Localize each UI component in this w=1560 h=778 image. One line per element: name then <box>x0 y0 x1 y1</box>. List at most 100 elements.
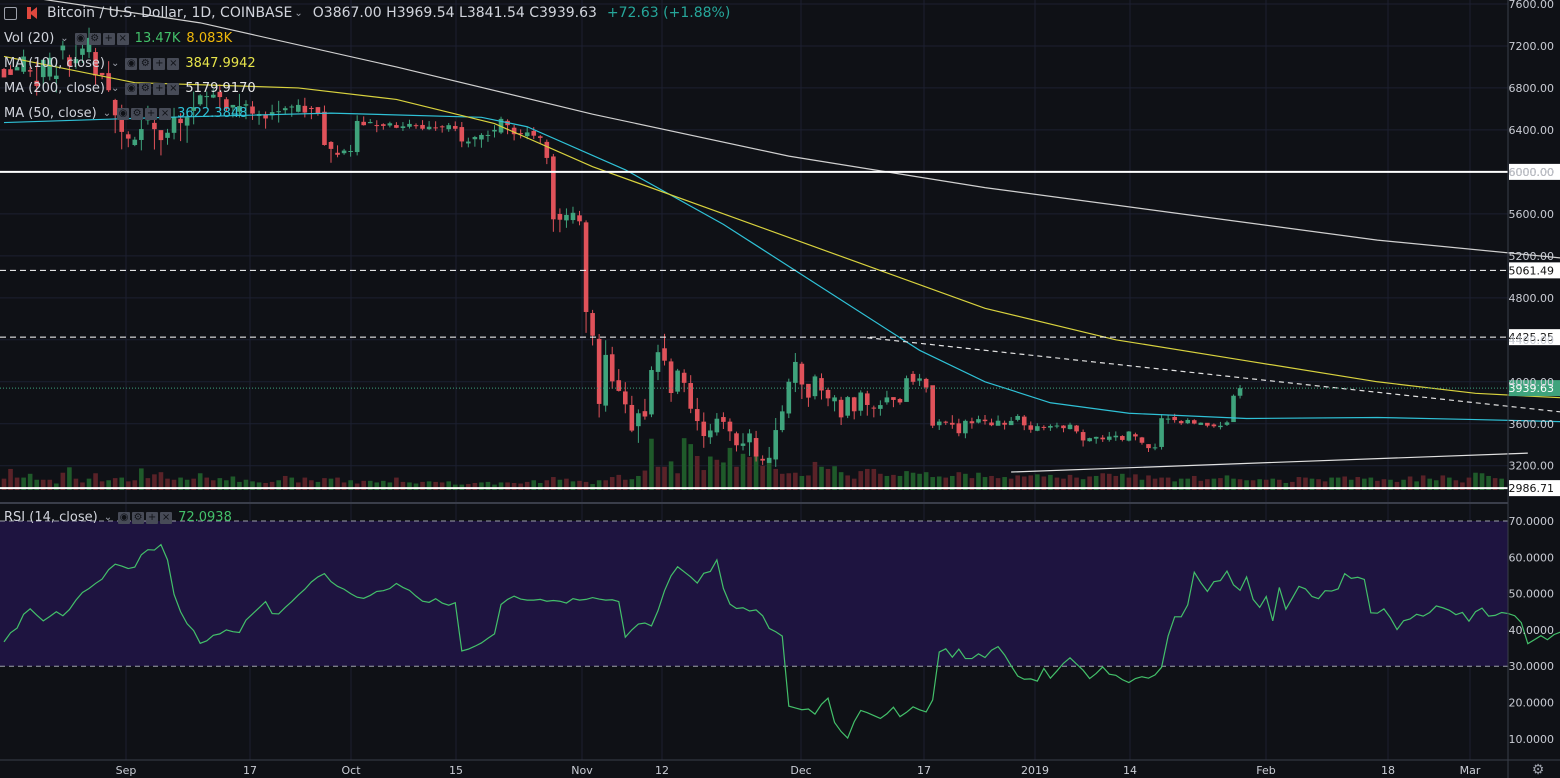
vol-label[interactable]: Vol (20) <box>4 31 55 46</box>
rsi-tick-label: 70.0000 <box>1509 515 1555 528</box>
volume-bar <box>1394 481 1400 490</box>
volume-bar <box>1113 475 1119 490</box>
close-icon[interactable]: × <box>167 82 180 95</box>
close-icon[interactable]: × <box>167 57 180 70</box>
candle <box>727 421 733 432</box>
add-icon[interactable]: + <box>153 82 166 95</box>
volume-bar <box>1407 476 1413 490</box>
volume-bar <box>269 481 275 490</box>
volume-bar <box>485 481 491 490</box>
volume-bar <box>1067 474 1073 490</box>
candle <box>237 106 242 112</box>
candle <box>799 363 805 385</box>
menu-icon[interactable] <box>4 6 17 20</box>
add-icon[interactable]: + <box>102 32 115 45</box>
volume-bar <box>753 454 759 490</box>
eye-icon[interactable]: ◉ <box>74 32 87 45</box>
chevron-down-icon[interactable]: ⌄ <box>102 108 112 119</box>
volume-bar <box>139 468 144 490</box>
volume-bar <box>197 473 203 490</box>
chevron-down-icon[interactable]: ⌄ <box>60 33 69 44</box>
volume-bar <box>1080 479 1086 490</box>
candle <box>302 105 308 113</box>
volume-bar <box>335 477 340 490</box>
candle <box>40 59 46 78</box>
candle <box>551 156 556 220</box>
volume-bar <box>838 472 844 490</box>
candle <box>171 116 177 133</box>
eye-icon[interactable]: ◉ <box>125 57 138 70</box>
volume-bar <box>675 473 680 490</box>
settings-icon[interactable]: ⚙ <box>139 57 152 70</box>
add-icon[interactable]: + <box>145 107 158 120</box>
volume-bar <box>413 483 419 490</box>
candle <box>426 126 432 130</box>
volume-bar <box>178 477 183 490</box>
add-icon[interactable]: + <box>153 57 166 70</box>
candle <box>8 69 13 75</box>
candle <box>675 370 680 392</box>
volume-bar <box>564 478 569 490</box>
date-tick-label: Dec <box>790 764 811 777</box>
volume-bar <box>773 468 779 490</box>
volume-bar <box>394 477 399 490</box>
close-icon[interactable]: × <box>160 511 173 524</box>
settings-icon[interactable]: ⚙ <box>1532 762 1545 778</box>
candle <box>309 107 314 110</box>
add-icon[interactable]: + <box>146 511 159 524</box>
candle <box>544 141 550 158</box>
volume-bar <box>112 478 118 490</box>
chevron-down-icon[interactable]: ⌄ <box>103 512 113 523</box>
candle <box>1093 436 1099 439</box>
eye-icon[interactable]: ◉ <box>125 82 138 95</box>
volume-bar <box>969 478 975 490</box>
ma100-label[interactable]: MA (100, close) <box>4 56 105 71</box>
candle <box>1002 422 1007 425</box>
ma50-label[interactable]: MA (50, close) <box>4 106 97 121</box>
candle <box>806 383 811 398</box>
candle <box>1120 436 1125 440</box>
volume-bar <box>466 484 471 490</box>
volume-bar <box>433 481 438 490</box>
symbol-title[interactable]: Bitcoin / U.S. Dollar, 1D, COINBASE <box>47 5 293 21</box>
volume-bar <box>832 466 837 490</box>
candle <box>956 423 962 434</box>
rsi-tick-label: 50.0000 <box>1509 588 1555 601</box>
settings-icon[interactable]: ⚙ <box>88 32 101 45</box>
settings-icon[interactable]: ⚙ <box>131 107 144 120</box>
candle <box>668 361 674 394</box>
rsi-label[interactable]: RSI (14, close) <box>4 510 98 525</box>
ma200-label[interactable]: MA (200, close) <box>4 81 105 96</box>
chevron-down-icon[interactable]: ⌄ <box>110 83 120 94</box>
chevron-down-icon[interactable]: ⌄ <box>294 7 303 19</box>
chevron-down-icon[interactable]: ⌄ <box>110 58 120 69</box>
settings-icon[interactable]: ⚙ <box>132 511 145 524</box>
volume-bar <box>354 483 360 490</box>
candle <box>433 127 438 129</box>
eye-icon[interactable]: ◉ <box>117 107 130 120</box>
candle <box>165 132 170 138</box>
close-icon[interactable]: × <box>159 107 172 120</box>
volume-bar <box>806 475 811 490</box>
volume-bar <box>577 480 582 490</box>
candle <box>1133 434 1138 437</box>
close-icon[interactable]: × <box>116 32 129 45</box>
candle <box>361 121 366 126</box>
volume-bar <box>1008 478 1014 490</box>
volume-bar <box>86 478 92 490</box>
settings-icon[interactable]: ⚙ <box>139 82 152 95</box>
change-value: +72.63 (+1.88%) <box>606 5 731 21</box>
volume-bar <box>1303 477 1308 490</box>
eye-icon[interactable]: ◉ <box>118 511 131 524</box>
level-label: 4425.25 <box>1509 331 1555 344</box>
volume-bar <box>1106 473 1112 490</box>
volume-bar <box>158 472 164 490</box>
ma200-line <box>43 0 1560 259</box>
volume-bar <box>426 481 432 490</box>
rsi-value: 72.0938 <box>178 510 232 525</box>
candle <box>14 67 20 71</box>
candle <box>590 313 595 336</box>
candle <box>276 111 281 113</box>
volume-bar <box>328 478 334 490</box>
